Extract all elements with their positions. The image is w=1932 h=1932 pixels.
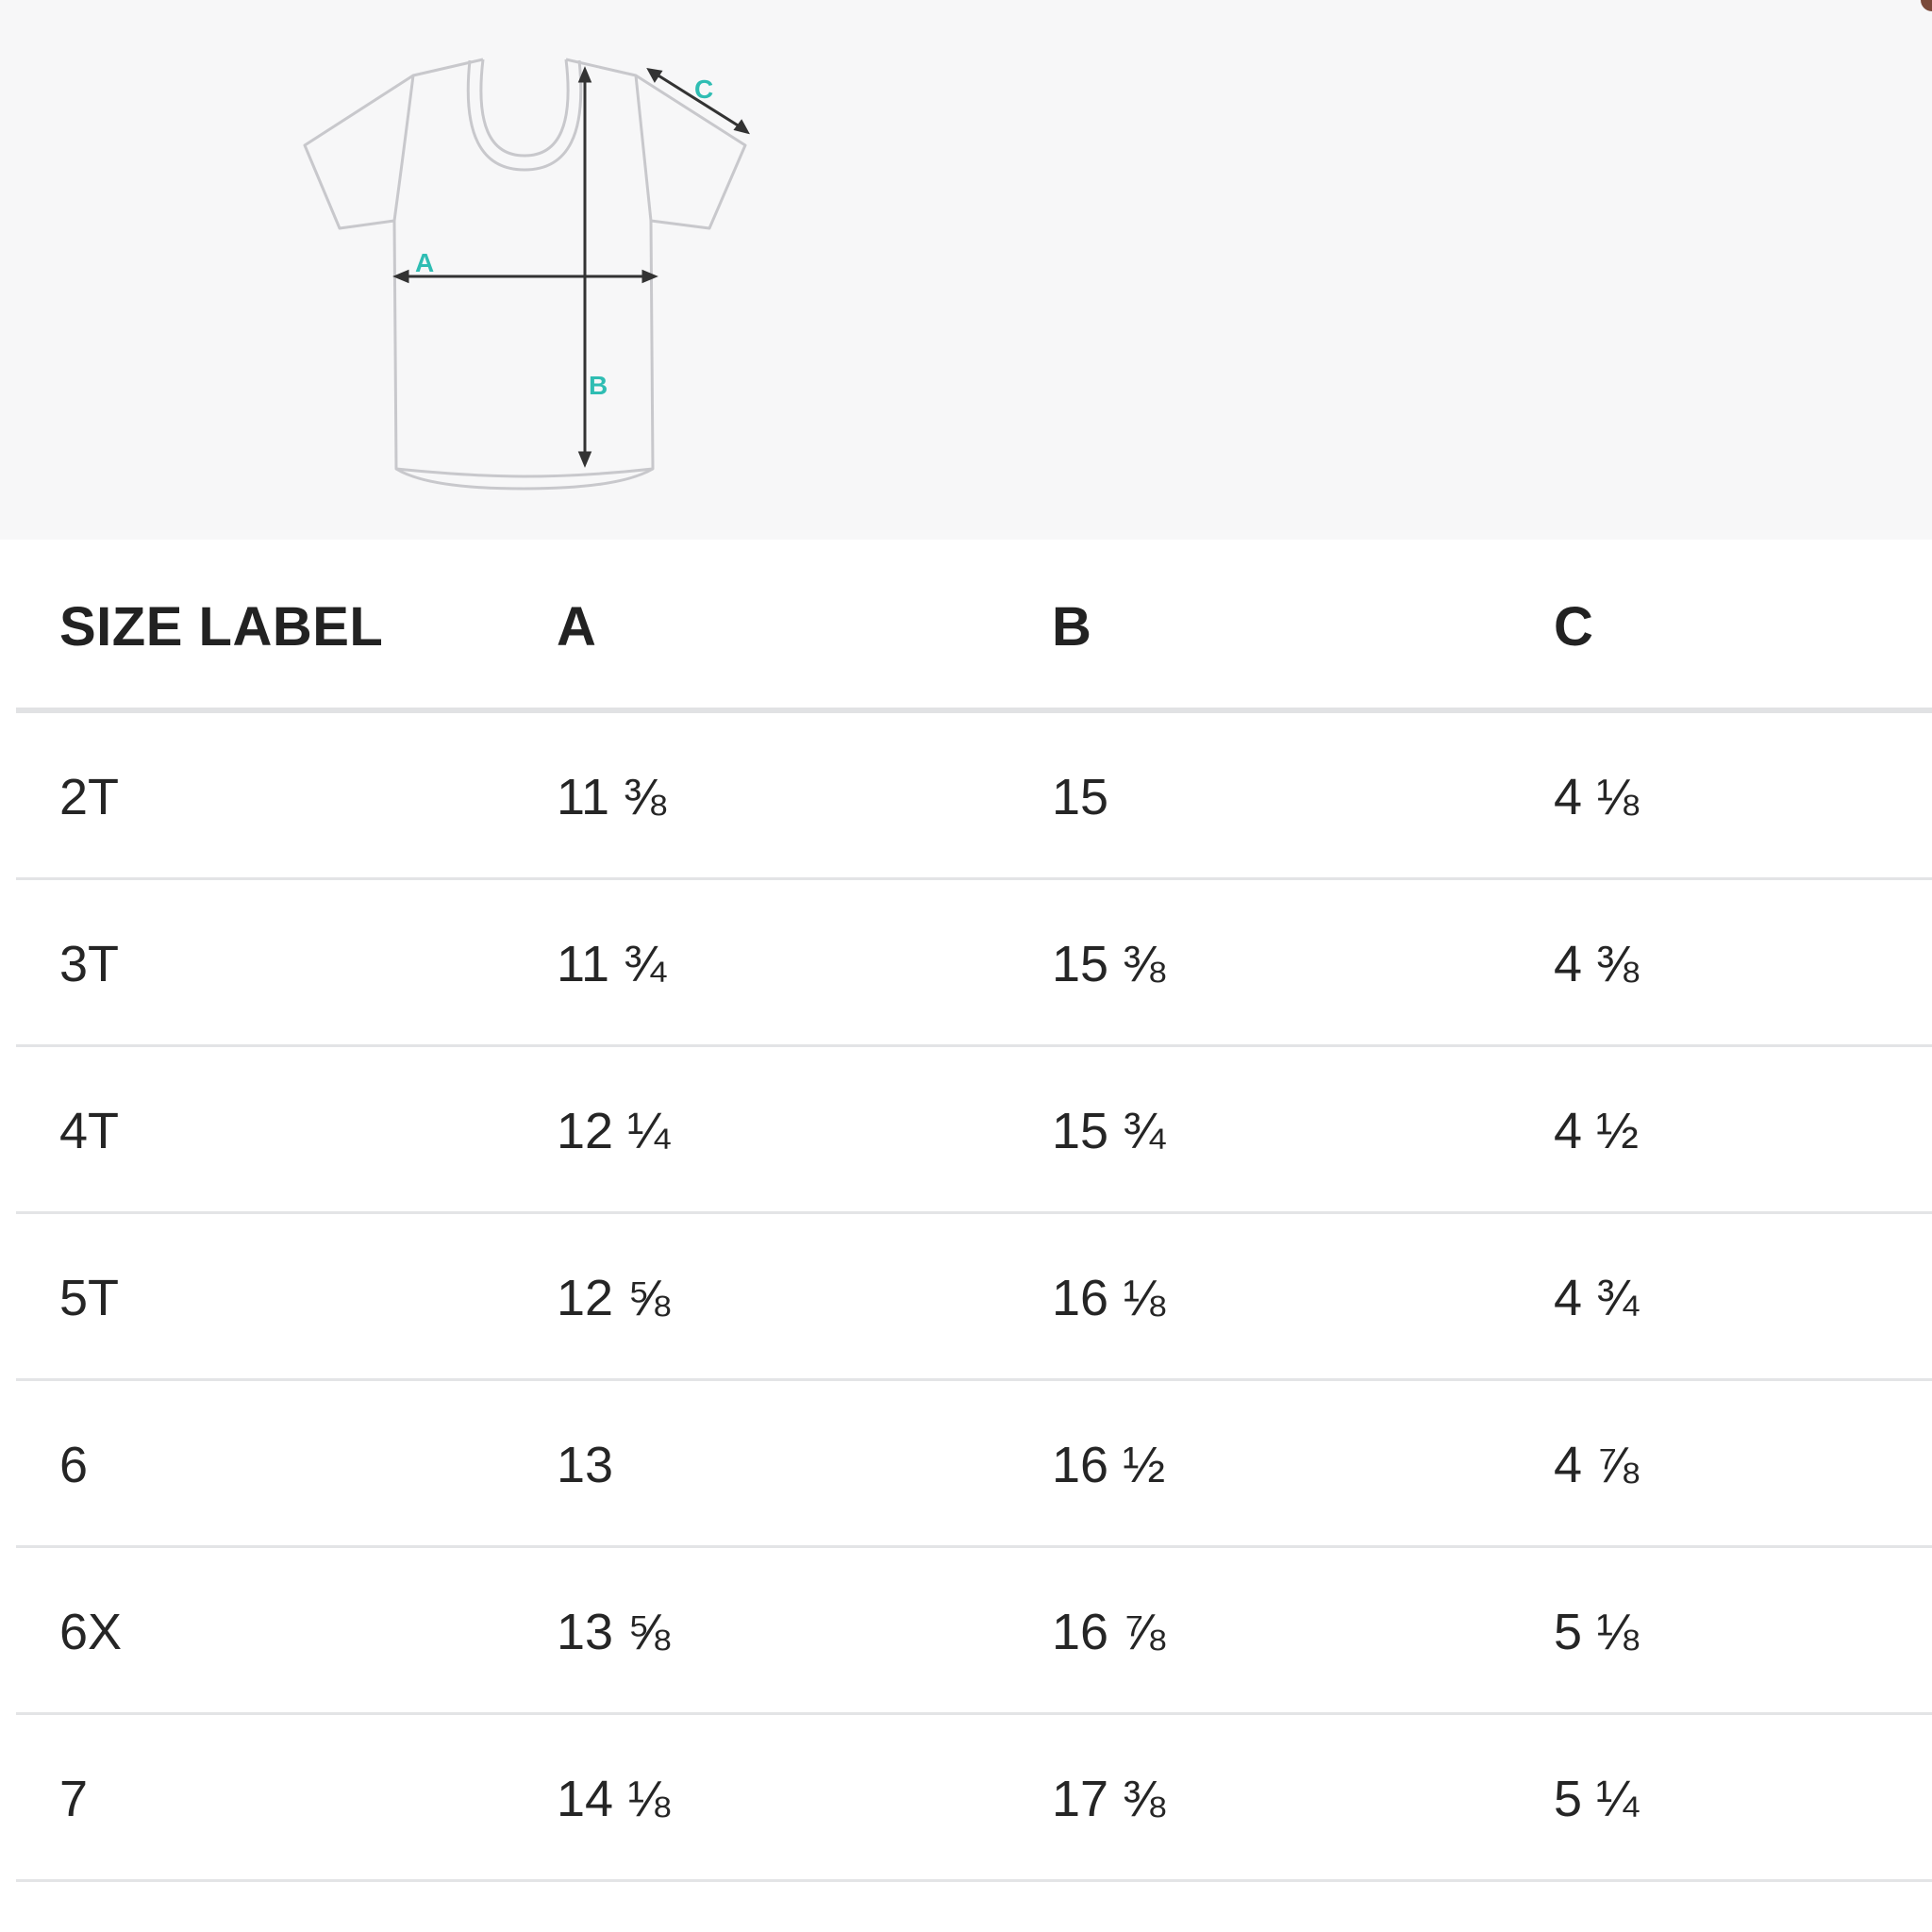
cell-c: 4 ⅞ <box>1554 1436 1640 1493</box>
table-row: 2T 11 ⅜ 15 4 ⅛ <box>16 713 1932 880</box>
table-header-row: SIZE LABEL A B C <box>16 540 1932 713</box>
measurement-label-b: B <box>589 371 608 400</box>
row-divider <box>16 877 965 880</box>
corner-decoration <box>1913 0 1932 19</box>
row-divider <box>965 1545 1932 1548</box>
cell-b: 15 <box>1052 768 1109 825</box>
cell-a: 12 ⅝ <box>557 1269 671 1326</box>
cell-a: 14 ⅛ <box>557 1770 671 1827</box>
tshirt-outline <box>303 58 747 491</box>
cell-b: 16 ⅞ <box>1052 1603 1166 1660</box>
row-divider <box>965 1712 1932 1715</box>
row-divider <box>965 1879 1932 1882</box>
measurement-arrows <box>392 66 750 468</box>
measurement-label-c: C <box>694 75 713 104</box>
row-divider <box>965 1211 1932 1214</box>
cell-c: 5 ¼ <box>1554 1770 1640 1827</box>
cell-c: 5 ⅛ <box>1554 1603 1640 1660</box>
cell-b: 17 ⅜ <box>1052 1770 1166 1827</box>
cell-a: 11 ⅜ <box>557 768 667 825</box>
header-a: A <box>557 595 597 658</box>
cell-c: 4 ½ <box>1554 1102 1640 1159</box>
table-row: 6X 13 ⅝ 16 ⅞ 5 ⅛ <box>16 1548 1932 1715</box>
cell-c: 4 ⅛ <box>1554 768 1640 825</box>
table-row: 5T 12 ⅝ 16 ⅛ 4 ¾ <box>16 1214 1932 1381</box>
header-b: B <box>1052 595 1092 658</box>
row-divider <box>16 1545 965 1548</box>
row-divider <box>16 1044 965 1047</box>
row-divider <box>16 1712 965 1715</box>
cell-c: 4 ¾ <box>1554 1269 1640 1326</box>
cell-a: 12 ¼ <box>557 1102 671 1159</box>
row-divider <box>16 1879 965 1882</box>
row-divider <box>16 1211 965 1214</box>
header-size-label: SIZE LABEL <box>59 595 384 658</box>
tshirt-diagram: A B C <box>303 58 750 491</box>
cell-b: 15 ¾ <box>1052 1102 1166 1159</box>
cell-size: 5T <box>59 1269 120 1326</box>
cell-size: 6 <box>59 1436 89 1493</box>
cell-a: 11 ¾ <box>557 935 667 992</box>
row-divider <box>965 1378 1932 1381</box>
row-divider <box>16 1378 965 1381</box>
cell-size: 2T <box>59 768 120 825</box>
cell-b: 16 ½ <box>1052 1436 1166 1493</box>
cell-size: 4T <box>59 1102 120 1159</box>
size-table: SIZE LABEL A B C 2T 11 ⅜ 15 4 ⅛ 3T 11 ¾ … <box>16 540 1932 1882</box>
table-row: 7 14 ⅛ 17 ⅜ 5 ¼ <box>16 1715 1932 1882</box>
cell-c: 4 ⅜ <box>1554 935 1640 992</box>
cell-a: 13 ⅝ <box>557 1603 671 1660</box>
cell-size: 3T <box>59 935 120 992</box>
table-row: 3T 11 ¾ 15 ⅜ 4 ⅜ <box>16 880 1932 1047</box>
cell-a: 13 <box>557 1436 614 1493</box>
row-divider <box>965 877 1932 880</box>
header-c: C <box>1554 595 1594 658</box>
measurement-label-a: A <box>415 248 434 277</box>
table-row: 4T 12 ¼ 15 ¾ 4 ½ <box>16 1047 1932 1214</box>
row-divider <box>965 1044 1932 1047</box>
cell-size: 7 <box>59 1770 89 1827</box>
table-row: 6 13 16 ½ 4 ⅞ <box>16 1381 1932 1548</box>
cell-b: 15 ⅜ <box>1052 935 1166 992</box>
measurement-diagram-panel: A B C <box>0 0 1932 540</box>
cell-size: 6X <box>59 1603 123 1660</box>
cell-b: 16 ⅛ <box>1052 1269 1166 1326</box>
